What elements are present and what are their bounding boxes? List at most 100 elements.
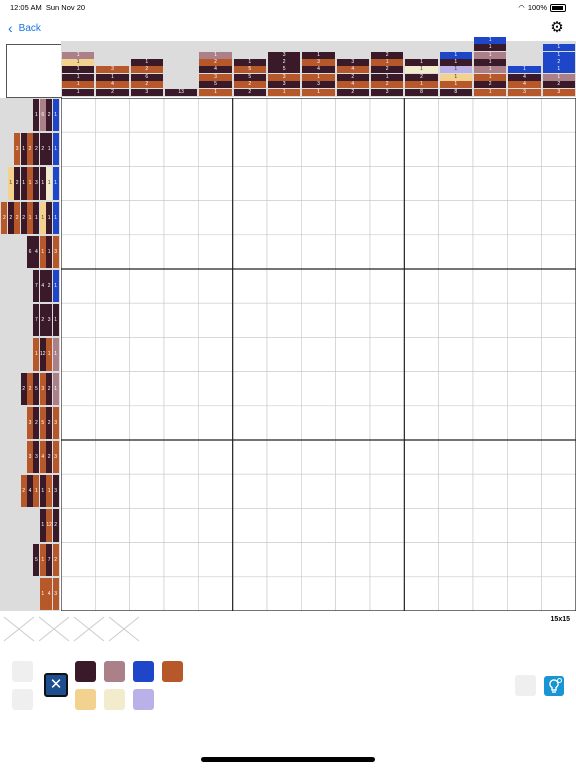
grid-cell[interactable] [507,302,542,338]
grid-cell[interactable] [266,473,302,509]
grid-cell[interactable] [438,98,474,133]
grid-cell[interactable] [507,200,542,236]
grid-cell[interactable] [472,542,508,578]
grid-cell[interactable] [301,166,336,201]
grid-cell[interactable] [129,371,165,407]
grid-cell[interactable] [198,98,233,133]
grid-cell[interactable] [404,576,439,611]
grid-cell[interactable] [129,337,165,372]
grid-cell[interactable] [438,439,474,475]
grid-cell[interactable] [301,473,336,509]
grid-cell[interactable] [369,337,405,372]
grid-cell[interactable] [266,576,302,611]
grid-cell[interactable] [369,542,405,578]
grid-cell[interactable] [95,371,130,407]
grid-cell[interactable] [266,200,302,236]
grid-cell[interactable] [301,98,336,133]
grid-cell[interactable] [404,473,439,509]
grid-cell[interactable] [507,337,542,372]
grid-cell[interactable] [369,439,405,475]
grid-cell[interactable] [129,473,165,509]
grid-cell[interactable] [404,234,439,270]
grid-cell[interactable] [266,371,302,407]
grid-cell[interactable] [198,200,233,236]
grid-cell[interactable] [129,200,165,236]
grid-cell[interactable] [472,200,508,236]
grid-cell[interactable] [404,166,439,201]
grid-cell[interactable] [95,268,130,304]
grid-cell[interactable] [438,200,474,236]
grid-cell[interactable] [61,337,96,372]
grid-cell[interactable] [198,371,233,407]
grid-cell[interactable] [438,131,474,167]
color-swatch-w[interactable] [104,689,125,710]
puzzle-grid[interactable] [61,98,576,611]
grid-cell[interactable] [266,302,302,338]
grid-cell[interactable] [129,98,165,133]
grid-cell[interactable] [163,234,199,270]
grid-cell[interactable] [266,268,302,304]
grid-cell[interactable] [163,131,199,167]
grid-cell[interactable] [541,166,576,201]
grid-cell[interactable] [198,576,233,611]
grid-cell[interactable] [301,542,336,578]
grid-cell[interactable] [232,337,268,372]
grid-cell[interactable] [335,166,371,201]
grid-cell[interactable] [266,337,302,372]
grid-cell[interactable] [198,508,233,543]
grid-cell[interactable] [404,508,439,543]
grid-cell[interactable] [335,200,371,236]
grid-cell[interactable] [369,302,405,338]
grid-cell[interactable] [198,542,233,578]
grid-cell[interactable] [507,439,542,475]
grid-cell[interactable] [507,542,542,578]
grid-cell[interactable] [507,166,542,201]
grid-cell[interactable] [541,576,576,611]
grid-cell[interactable] [95,98,130,133]
grid-cell[interactable] [95,337,130,372]
grid-cell[interactable] [266,542,302,578]
grid-cell[interactable] [163,166,199,201]
grid-cell[interactable] [335,302,371,338]
grid-cell[interactable] [266,508,302,543]
grid-cell[interactable] [335,131,371,167]
grid-cell[interactable] [507,131,542,167]
grid-cell[interactable] [507,371,542,407]
grid-cell[interactable] [232,98,268,133]
grid-cell[interactable] [335,508,371,543]
grid-cell[interactable] [369,576,405,611]
grid-cell[interactable] [404,131,439,167]
grid-cell[interactable] [472,371,508,407]
grid-cell[interactable] [404,98,439,133]
grid-cell[interactable] [404,439,439,475]
grid-cell[interactable] [129,439,165,475]
grid-cell[interactable] [301,508,336,543]
grid-cell[interactable] [266,234,302,270]
grid-cell[interactable] [472,166,508,201]
grid-cell[interactable] [129,542,165,578]
grid-cell[interactable] [507,508,542,543]
grid-cell[interactable] [129,302,165,338]
grid-cell[interactable] [198,166,233,201]
grid-cell[interactable] [301,337,336,372]
grid-cell[interactable] [61,302,96,338]
grid-cell[interactable] [369,473,405,509]
grid-cell[interactable] [472,302,508,338]
grid-cell[interactable] [301,405,336,441]
grid-cell[interactable] [472,131,508,167]
grid-cell[interactable] [438,166,474,201]
color-swatch-empty[interactable] [12,689,33,710]
grid-cell[interactable] [163,302,199,338]
grid-cell[interactable] [507,234,542,270]
grid-cell[interactable] [232,508,268,543]
grid-cell[interactable] [301,131,336,167]
grid-cell[interactable] [472,337,508,372]
grid-cell[interactable] [61,371,96,407]
grid-cell[interactable] [438,542,474,578]
grid-cell[interactable] [472,473,508,509]
grid-cell[interactable] [369,131,405,167]
grid-cell[interactable] [61,508,96,543]
grid-cell[interactable] [301,439,336,475]
grid-cell[interactable] [266,166,302,201]
grid-cell[interactable] [61,131,96,167]
